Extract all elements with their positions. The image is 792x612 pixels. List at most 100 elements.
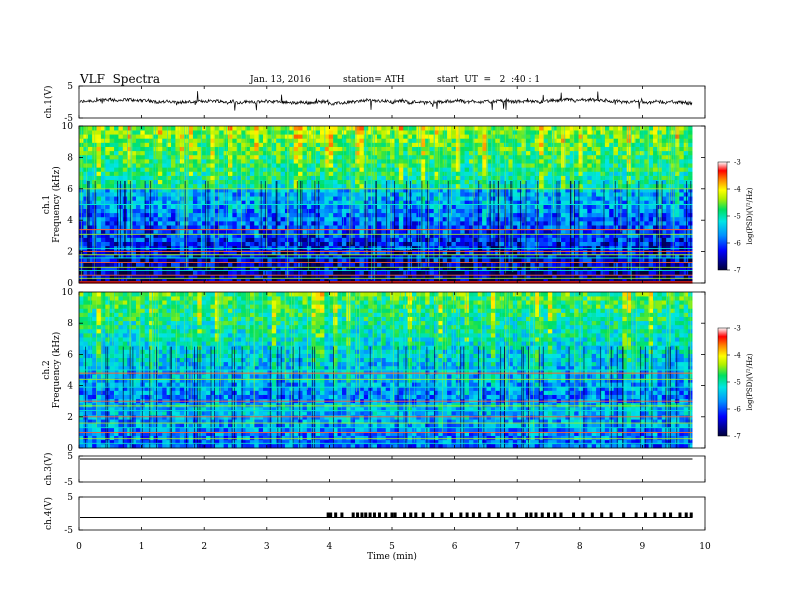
colorbar-tick-label: -4 xyxy=(734,186,741,194)
y-tick-label: 2 xyxy=(67,413,73,423)
y-axis-label: Frequency (kHz) xyxy=(51,166,62,243)
colorbar-tick-label: -4 xyxy=(734,352,741,360)
colorbar-tick-label: -3 xyxy=(734,159,741,167)
ch4-pulse xyxy=(356,512,360,518)
ch4-pulse xyxy=(440,512,444,518)
ch4-pulse xyxy=(553,512,557,518)
colorbar xyxy=(717,327,728,437)
y-axis-label: ch.1(V) xyxy=(43,86,54,119)
ch4-pulse xyxy=(403,512,407,518)
y-tick-label: -5 xyxy=(64,114,73,124)
ch4-pulse xyxy=(465,512,469,518)
y-tick-label: 0 xyxy=(67,444,73,454)
chart-title: VLF Spectra xyxy=(80,72,161,86)
y-tick-label: 5 xyxy=(67,493,73,503)
ch4-pulse xyxy=(634,512,638,518)
ch4-pulse xyxy=(669,512,673,518)
ch4-pulse xyxy=(340,512,344,518)
ch4-pulse xyxy=(572,512,576,518)
y-tick-label: -5 xyxy=(64,526,73,536)
x-tick-label: 8 xyxy=(577,542,583,552)
ch4-pulse xyxy=(393,512,397,518)
ch4-pulse xyxy=(609,512,613,518)
spectrogram-2 xyxy=(79,291,705,449)
ch4-pulse xyxy=(409,512,413,518)
colorbar-label: log(PSD)(V²/Hz) xyxy=(746,353,754,410)
y-tick-label: 8 xyxy=(67,319,73,329)
ch4-pulse xyxy=(662,512,666,518)
ch4-pulse xyxy=(644,512,648,518)
ch4-pulse xyxy=(487,512,491,518)
y-tick-label: 0 xyxy=(67,279,73,289)
ch4-pulse xyxy=(360,512,364,518)
colorbar-tick-label: -5 xyxy=(734,379,741,387)
panel-frame-4 xyxy=(78,455,706,483)
colorbar-tick-label: -6 xyxy=(734,406,741,414)
ch4-pulse xyxy=(689,512,693,518)
colorbar-tick-label: -7 xyxy=(734,267,741,275)
ch4-pulse xyxy=(581,512,585,518)
ch4-pulse xyxy=(534,512,538,518)
ch4-pulse xyxy=(421,512,425,518)
colorbar-label: log(PSD)(V²/Hz) xyxy=(746,187,754,244)
ch4-pulse xyxy=(600,512,604,518)
x-tick-label: 1 xyxy=(139,542,145,552)
ch4-pulse xyxy=(364,512,368,518)
ch4-pulse xyxy=(622,512,626,518)
y-tick-label: 5 xyxy=(67,452,73,462)
x-tick-label: 6 xyxy=(452,542,458,552)
x-tick-label: 9 xyxy=(640,542,646,552)
colorbar-tick-label: -6 xyxy=(734,240,741,248)
y-tick-label: 2 xyxy=(67,248,73,258)
ch4-pulse xyxy=(390,512,394,518)
y-tick-label: 5 xyxy=(67,82,73,92)
colorbar xyxy=(717,161,728,271)
ch4-pulse xyxy=(684,512,688,518)
y-tick-label: 4 xyxy=(67,216,73,226)
ch4-pulse xyxy=(334,512,338,518)
x-tick-label: 5 xyxy=(389,542,395,552)
ch4-pulse xyxy=(506,512,510,518)
ch4-pulse xyxy=(525,512,529,518)
y-axis-label: ch.4(V) xyxy=(43,497,54,530)
ch4-pulse xyxy=(368,512,372,518)
ch4-pulse xyxy=(559,512,563,518)
x-tick-label: 3 xyxy=(264,542,270,552)
colorbar-tick-label: -7 xyxy=(734,433,741,441)
ch4-pulse xyxy=(384,512,388,518)
y-tick-label: 8 xyxy=(67,153,73,163)
x-tick-label: 2 xyxy=(201,542,207,552)
station-label: station= ATH xyxy=(343,75,405,85)
y-axis-label: ch.1 xyxy=(42,195,52,214)
ch4-pulse xyxy=(540,512,544,518)
spectrogram-1 xyxy=(79,125,705,284)
y-tick-label: 10 xyxy=(62,122,74,132)
lowfreq-band xyxy=(79,281,693,284)
ch4-pulse xyxy=(431,512,435,518)
y-tick-label: 6 xyxy=(67,185,73,195)
ch4-pulse xyxy=(496,512,500,518)
ch4-pulse xyxy=(377,512,381,518)
ch4-pulse xyxy=(414,512,418,518)
ch4-pulse xyxy=(590,512,594,518)
x-tick-label: 0 xyxy=(76,542,82,552)
y-tick-label: 6 xyxy=(67,350,73,360)
ch4-pulse xyxy=(529,512,533,518)
y-tick-label: 10 xyxy=(62,288,74,298)
colorbar-tick-label: -3 xyxy=(734,325,741,333)
y-axis-label: ch.3(V) xyxy=(43,453,54,486)
start-time-label: start UT = 2 :40 : 1 xyxy=(437,75,541,85)
ch4-pulse xyxy=(653,512,657,518)
ch4-pulse xyxy=(547,512,550,518)
x-tick-label: 10 xyxy=(699,542,711,552)
y-tick-label: -5 xyxy=(64,478,73,488)
ch4-pulse xyxy=(678,512,682,518)
ch4-pulse xyxy=(512,512,516,518)
ch4-pulse xyxy=(471,512,475,518)
x-axis-label: Time (min) xyxy=(367,551,417,562)
x-tick-label: 7 xyxy=(514,542,520,552)
ch1-waveform xyxy=(79,91,693,111)
x-tick-label: 4 xyxy=(327,542,333,552)
ch4-pulse xyxy=(478,512,482,518)
